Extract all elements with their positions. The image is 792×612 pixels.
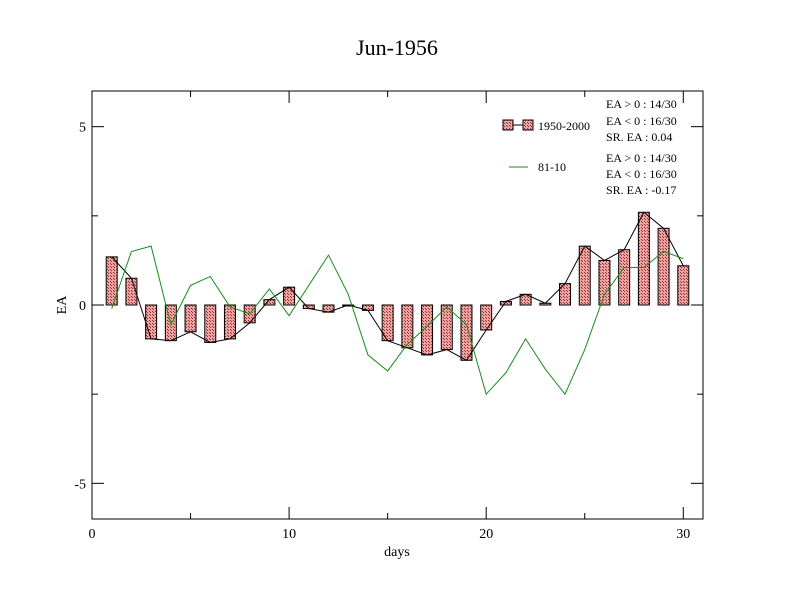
bar-day-20 xyxy=(480,304,493,331)
lines-group xyxy=(111,211,684,396)
ticks-group: 0 10 20 30 -5 0 5 xyxy=(74,91,703,542)
y-tick-label-5: 5 xyxy=(79,121,86,136)
series-line-81-10 xyxy=(111,245,684,396)
legend-stat-2-neg: EA < 0 : 16/30 xyxy=(606,167,677,181)
legend-stat-1-sr: SR. EA : 0.04 xyxy=(606,130,672,144)
bar-day-30 xyxy=(677,265,690,306)
bar-day-19 xyxy=(460,304,473,361)
bar-day-26 xyxy=(598,259,611,306)
y-tick-label--5: -5 xyxy=(74,477,86,492)
legend-label-1950-2000: 1950-2000 xyxy=(538,119,590,133)
x-tick-label-0: 0 xyxy=(89,527,96,542)
y-axis-label: EA xyxy=(55,295,70,315)
bars-group xyxy=(105,211,690,361)
bar-day-3 xyxy=(145,304,158,340)
legend-swatch-bar-right xyxy=(522,119,534,131)
legend: 1950-2000 EA > 0 : 14/30 EA < 0 : 16/30 … xyxy=(502,97,677,197)
chart-title: Jun-1956 xyxy=(356,35,438,60)
bar-day-28 xyxy=(637,211,650,306)
legend-swatch-bar-left xyxy=(502,119,514,131)
bar-day-18 xyxy=(440,304,453,351)
legend-stat-2-sr: SR. EA : -0.17 xyxy=(606,183,676,197)
x-tick-label-30: 30 xyxy=(676,527,690,542)
bar-day-27 xyxy=(618,249,631,306)
legend-label-81-10: 81-10 xyxy=(538,160,566,174)
x-tick-label-10: 10 xyxy=(282,527,296,542)
x-axis-label: days xyxy=(384,545,410,560)
legend-stat-2-pos: EA > 0 : 14/30 xyxy=(606,151,677,165)
y-tick-label-0: 0 xyxy=(79,299,86,314)
series-line-1950-2000 xyxy=(111,211,684,361)
bar-day-29 xyxy=(657,227,670,306)
bar-day-25 xyxy=(578,245,591,306)
legend-stat-1-pos: EA > 0 : 14/30 xyxy=(606,97,677,111)
bar-day-5 xyxy=(184,304,197,333)
legend-stat-1-neg: EA < 0 : 16/30 xyxy=(606,114,677,128)
bar-day-6 xyxy=(204,304,217,343)
bar-day-7 xyxy=(223,304,236,340)
x-tick-label-20: 20 xyxy=(479,527,493,542)
